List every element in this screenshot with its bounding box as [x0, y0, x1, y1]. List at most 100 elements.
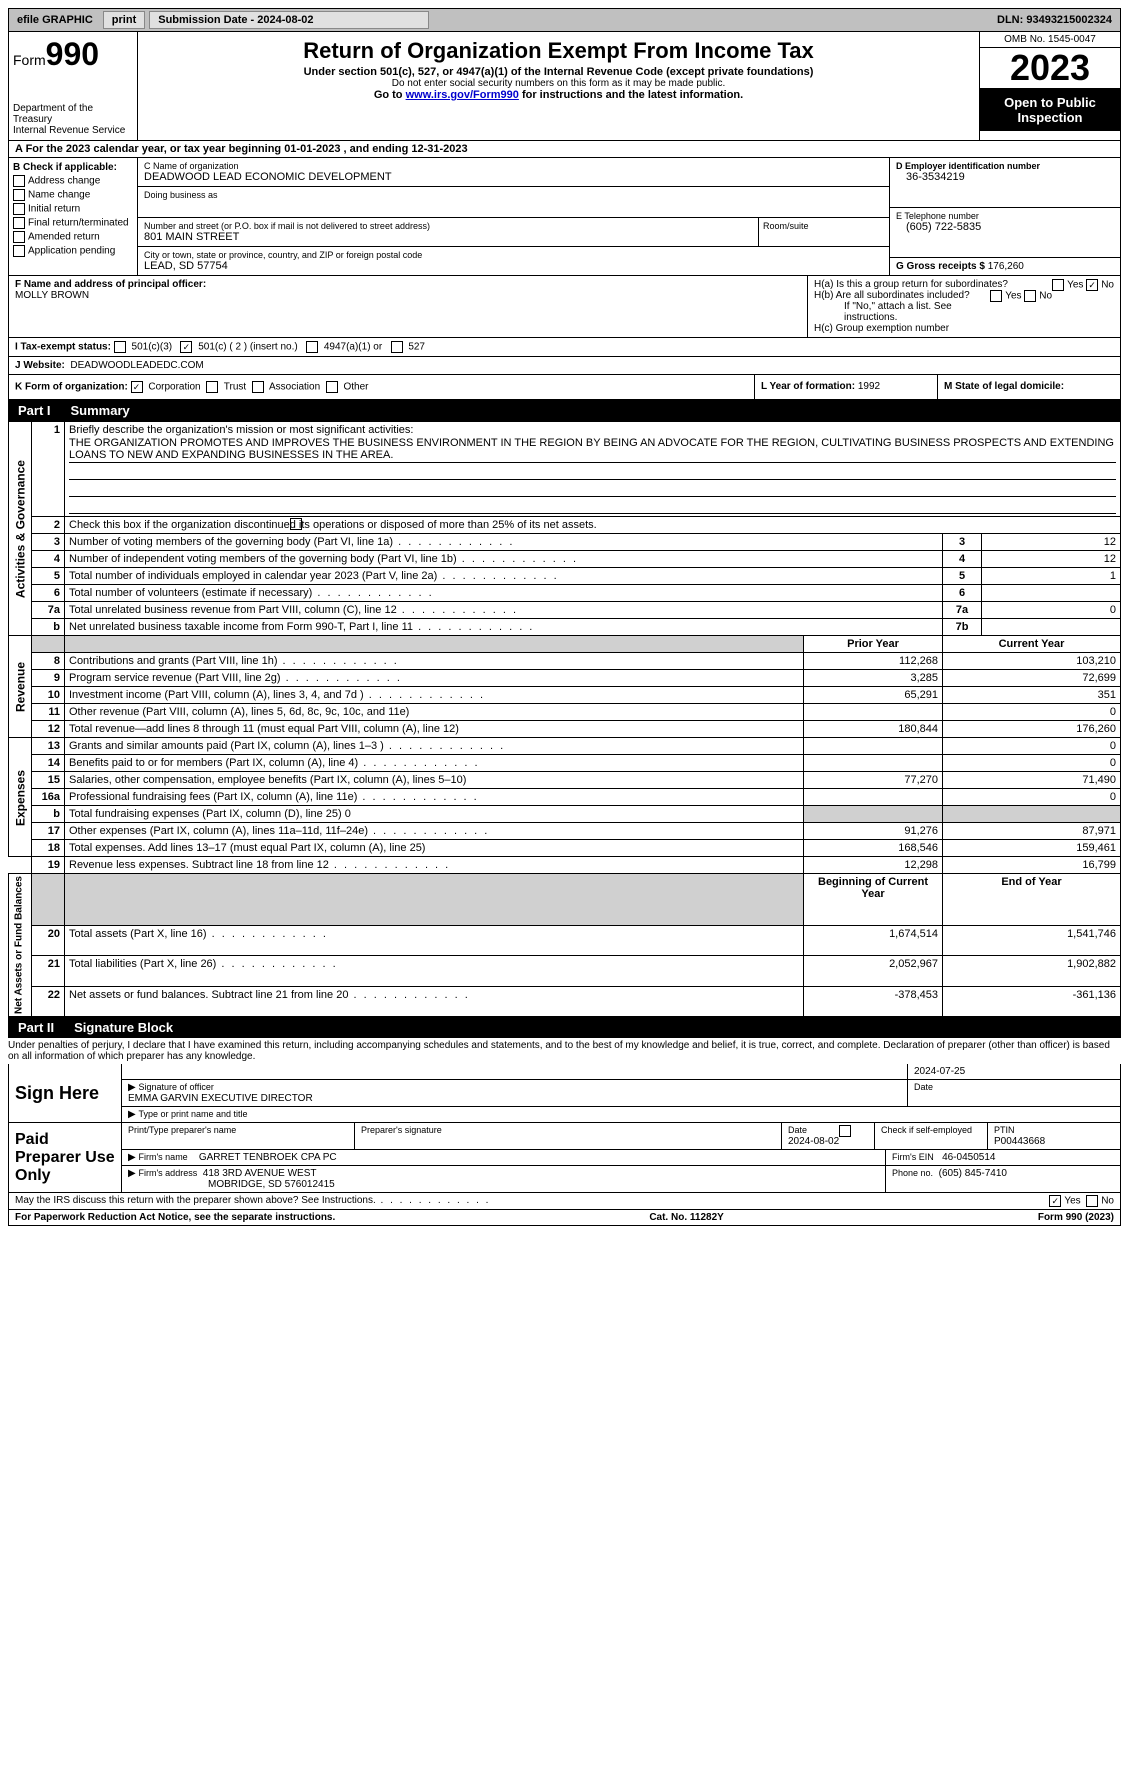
line-num: 5 — [32, 568, 65, 585]
city-label: City or town, state or province, country… — [144, 250, 883, 260]
part1-header: Part I Summary — [8, 400, 1121, 421]
line-num: 2 — [32, 517, 65, 534]
v4: 12 — [982, 551, 1121, 568]
firm-name: GARRET TENBROEK CPA PC — [199, 1152, 337, 1163]
box-k: K Form of organization: Corporation Trus… — [9, 375, 755, 399]
c8: 103,210 — [943, 653, 1121, 670]
chk-4947[interactable] — [306, 341, 318, 353]
chk-501c[interactable] — [180, 341, 192, 353]
ptin-label: PTIN — [994, 1125, 1015, 1135]
row-a-period: A For the 2023 calendar year, or tax yea… — [8, 141, 1121, 158]
l8: Contributions and grants (Part VIII, lin… — [65, 653, 804, 670]
firm-ein-label: Firm's EIN — [892, 1152, 934, 1162]
firm-ein: 46-0450514 — [942, 1152, 995, 1163]
side-activities: Activities & Governance — [9, 422, 32, 636]
line-num: 1 — [32, 422, 65, 517]
chk-corp[interactable] — [131, 381, 143, 393]
l5-label: Total number of individuals employed in … — [65, 568, 943, 585]
l12: Total revenue—add lines 8 through 11 (mu… — [65, 721, 804, 738]
chk-assoc[interactable] — [252, 381, 264, 393]
ha-yes[interactable] — [1052, 279, 1064, 291]
chk-address-change[interactable] — [13, 175, 25, 187]
phone-val: (605) 722-5835 — [896, 221, 1114, 233]
box-h: H(a) Is this a group return for subordin… — [808, 276, 1120, 337]
v6 — [982, 585, 1121, 602]
firm-addr2: MOBRIDGE, SD 576012415 — [128, 1179, 335, 1190]
chk-self-employed[interactable] — [839, 1125, 851, 1137]
line-num: 6 — [32, 585, 65, 602]
submission-date-button[interactable]: Submission Date - 2024-08-02 — [149, 11, 429, 29]
ha-no[interactable] — [1086, 279, 1098, 291]
chk-other[interactable] — [326, 381, 338, 393]
l22: Net assets or fund balances. Subtract li… — [65, 986, 804, 1016]
l18: Total expenses. Add lines 13–17 (must eq… — [65, 840, 804, 857]
discuss-yes[interactable] — [1049, 1195, 1061, 1207]
hdr-prior: Prior Year — [804, 636, 943, 653]
chk-initial-return[interactable] — [13, 203, 25, 215]
lbl-initial-return: Initial return — [28, 204, 80, 215]
chk-name-change[interactable] — [13, 189, 25, 201]
firm-name-label: Firm's name — [138, 1152, 187, 1162]
topbar: efile GRAPHIC print Submission Date - 20… — [8, 8, 1121, 32]
l4-label: Number of independent voting members of … — [65, 551, 943, 568]
c21: 1,902,882 — [943, 956, 1121, 986]
header-left: Form990 Department of the Treasury Inter… — [9, 32, 138, 140]
website-label: J Website: — [15, 360, 65, 371]
org-name-label: C Name of organization — [144, 161, 883, 171]
part2-header: Part II Signature Block — [8, 1017, 1121, 1038]
chk-trust[interactable] — [206, 381, 218, 393]
firm-phone-label: Phone no. — [892, 1168, 933, 1178]
form-label: Form — [13, 52, 46, 68]
chk-amended[interactable] — [13, 231, 25, 243]
box-f: F Name and address of principal officer:… — [9, 276, 808, 337]
part1-title: Summary — [71, 403, 130, 418]
l14: Benefits paid to or for members (Part IX… — [65, 755, 804, 772]
ein-val: 36-3534219 — [896, 171, 1114, 183]
print-button[interactable]: print — [103, 11, 145, 29]
chk-final-return[interactable] — [13, 217, 25, 229]
side-revenue: Revenue — [9, 636, 32, 738]
irs-link[interactable]: www.irs.gov/Form990 — [406, 89, 519, 101]
addr-label: Number and street (or P.O. box if mail i… — [144, 221, 754, 231]
prep-date: 2024-08-02 — [788, 1136, 839, 1147]
c17: 87,971 — [943, 823, 1121, 840]
l2-text: Check this box if the organization disco… — [65, 517, 1121, 534]
hb-no[interactable] — [1024, 290, 1036, 302]
chk-527[interactable] — [391, 341, 403, 353]
mission-text: THE ORGANIZATION PROMOTES AND IMPROVES T… — [69, 436, 1116, 463]
omb-number: OMB No. 1545-0047 — [980, 32, 1120, 48]
tax-status-label: I Tax-exempt status: — [15, 342, 111, 353]
sig-officer-label: Signature of officer — [138, 1082, 213, 1092]
l10: Investment income (Part VIII, column (A)… — [65, 687, 804, 704]
chk-app-pending[interactable] — [13, 245, 25, 257]
footer: For Paperwork Reduction Act Notice, see … — [8, 1210, 1121, 1226]
hb-yes[interactable] — [990, 290, 1002, 302]
c10: 351 — [943, 687, 1121, 704]
discuss-no[interactable] — [1086, 1195, 1098, 1207]
p20: 1,674,514 — [804, 925, 943, 955]
lbl-address-change: Address change — [28, 176, 100, 187]
c15: 71,490 — [943, 772, 1121, 789]
box-l: L Year of formation: 1992 — [755, 375, 938, 399]
box-d-e-g: D Employer identification number 36-3534… — [889, 158, 1120, 275]
l3-label: Number of voting members of the governin… — [65, 534, 943, 551]
chk-discontinued[interactable] — [290, 518, 302, 530]
firm-addr1: 418 3RD AVENUE WEST — [203, 1168, 317, 1179]
line-num: b — [32, 619, 65, 636]
section-b-to-g: B Check if applicable: Address change Na… — [8, 158, 1121, 276]
p10: 65,291 — [804, 687, 943, 704]
ein-label: D Employer identification number — [896, 161, 1114, 171]
box-num: 3 — [943, 534, 982, 551]
hdr-end: End of Year — [943, 874, 1121, 926]
prep-sig-label: Preparer's signature — [355, 1123, 782, 1149]
p14 — [804, 755, 943, 772]
chk-501c3[interactable] — [114, 341, 126, 353]
sign-here-label: Sign Here — [9, 1064, 122, 1122]
c14: 0 — [943, 755, 1121, 772]
box-m: M State of legal domicile: — [938, 375, 1120, 399]
c20: 1,541,746 — [943, 925, 1121, 955]
firm-addr-label: Firm's address — [138, 1168, 197, 1178]
l20: Total assets (Part X, line 16) — [65, 925, 804, 955]
gross-val: 176,260 — [988, 261, 1024, 272]
p16a — [804, 789, 943, 806]
